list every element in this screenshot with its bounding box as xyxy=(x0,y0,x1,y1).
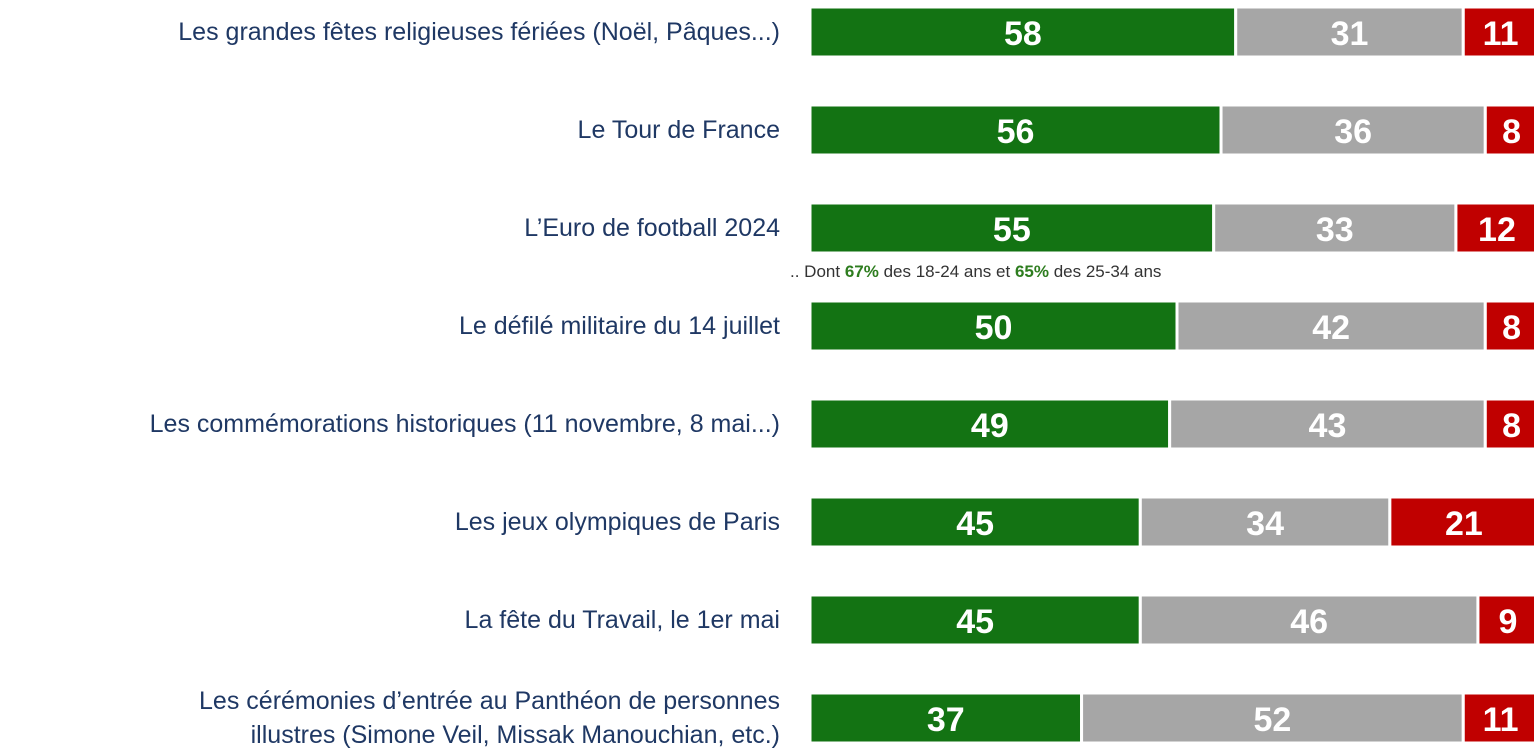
bar-segment xyxy=(1461,5,1534,59)
value-label: 12 xyxy=(1478,211,1516,249)
category-label: Les grandes fêtes religieuses fériées (N… xyxy=(178,18,780,46)
category-label: Les jeux olympiques de Paris xyxy=(454,508,780,536)
value-label: 42 xyxy=(1312,309,1350,347)
bar-segment xyxy=(808,5,1238,59)
bar-segment xyxy=(1080,691,1465,745)
value-label: 45 xyxy=(956,603,994,641)
value-label: 11 xyxy=(1483,15,1519,53)
bar-segment xyxy=(1483,397,1534,451)
value-label: 43 xyxy=(1309,407,1347,445)
bar-segment xyxy=(1483,299,1534,353)
value-label: 34 xyxy=(1246,505,1284,543)
value-label: 56 xyxy=(997,113,1035,151)
value-label: 37 xyxy=(927,701,965,739)
bar-segment xyxy=(1454,201,1534,255)
category-label: Le défilé militaire du 14 juillet xyxy=(458,312,780,340)
value-label: 9 xyxy=(1499,603,1518,641)
value-label: 11 xyxy=(1483,701,1519,739)
annotation-text: des 18-24 ans et xyxy=(878,262,1015,281)
value-label: 31 xyxy=(1331,15,1369,53)
annotation-highlight: 67% xyxy=(844,262,879,281)
value-label: 49 xyxy=(971,407,1009,445)
bar-segment xyxy=(1234,5,1465,59)
category-label: Le Tour de France xyxy=(577,116,780,144)
value-label: 45 xyxy=(956,505,994,543)
value-label: 21 xyxy=(1445,505,1483,543)
bar-segment xyxy=(808,299,1179,353)
bar-segment xyxy=(1138,495,1392,549)
bar-segment xyxy=(1388,495,1534,549)
annotation: .. Dont 67% des 18-24 ans et 65% des 25-… xyxy=(790,262,1161,282)
annotation-text: des 25-34 ans xyxy=(1048,262,1162,281)
annotation-highlight: 65% xyxy=(1014,262,1049,281)
bar-segment xyxy=(808,201,1216,255)
bar-segment xyxy=(1483,103,1534,157)
category-label: La fête du Travail, le 1er mai xyxy=(464,606,780,634)
bar-segment xyxy=(1461,691,1534,745)
value-label: 8 xyxy=(1502,113,1521,151)
bar-segment xyxy=(1476,593,1534,647)
category-label: Les commémorations historiques (11 novem… xyxy=(149,410,780,438)
category-label: Les cérémonies d’entrée au Panthéon de p… xyxy=(199,687,780,749)
value-label: 33 xyxy=(1316,211,1354,249)
value-label: 52 xyxy=(1254,701,1292,739)
annotation-text: .. Dont xyxy=(790,262,845,281)
value-label: 55 xyxy=(993,211,1031,249)
value-label: 36 xyxy=(1334,113,1372,151)
bar-segment xyxy=(808,495,1142,549)
bar-segment xyxy=(1212,201,1458,255)
value-label: 58 xyxy=(1004,15,1042,53)
category-label: L’Euro de football 2024 xyxy=(524,214,780,242)
value-label: 50 xyxy=(975,309,1013,347)
bar-segment xyxy=(1138,593,1480,647)
value-label: 8 xyxy=(1502,309,1521,347)
value-label: 46 xyxy=(1290,603,1328,641)
bar-segment xyxy=(808,103,1223,157)
bar-segment xyxy=(808,691,1084,745)
value-label: 8 xyxy=(1502,407,1521,445)
